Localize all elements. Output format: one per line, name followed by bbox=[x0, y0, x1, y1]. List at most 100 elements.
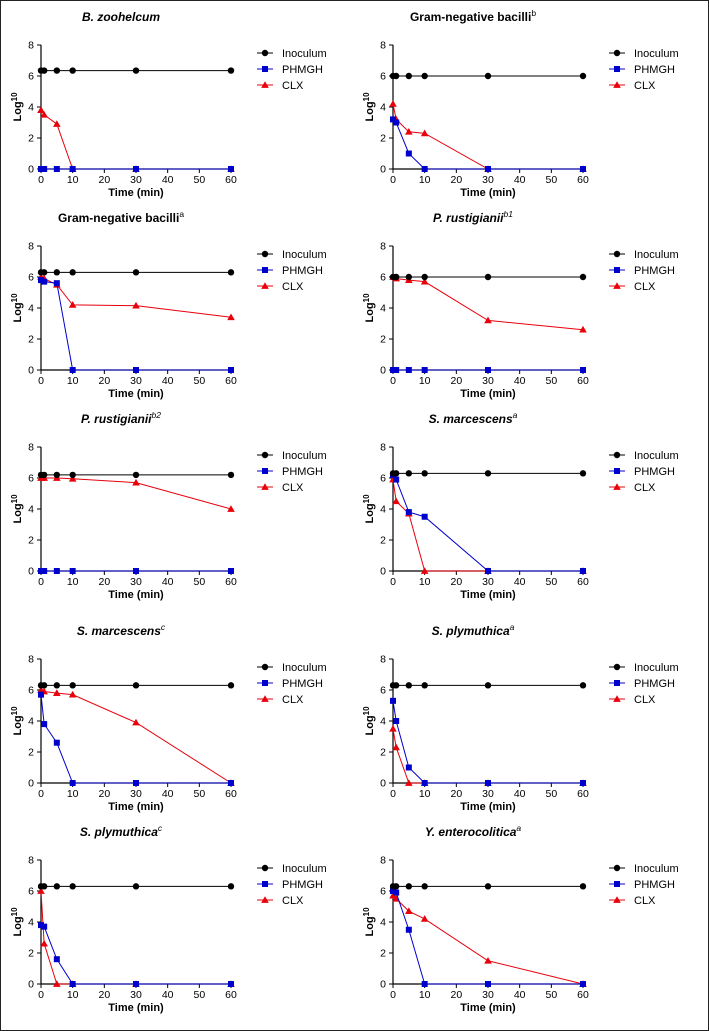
data-point-inoculum bbox=[132, 67, 140, 74]
data-point-phmgh bbox=[133, 780, 139, 786]
x-tick-label: 20 bbox=[98, 788, 110, 800]
data-point-phmgh bbox=[405, 367, 412, 373]
x-axis-label: Time (min) bbox=[108, 589, 164, 601]
data-point-phmgh bbox=[390, 116, 396, 123]
y-tick-label: 4 bbox=[28, 716, 34, 728]
x-tick-label: 10 bbox=[67, 576, 79, 588]
data-point-clx bbox=[405, 907, 413, 914]
y-tick-label: 6 bbox=[28, 272, 34, 284]
data-point-inoculum bbox=[579, 273, 587, 281]
y-tick-label: 0 bbox=[380, 778, 386, 790]
legend-marker-phmgh bbox=[614, 468, 620, 474]
x-tick-label: 10 bbox=[67, 788, 79, 800]
data-point-phmgh bbox=[228, 166, 234, 172]
data-point-inoculum bbox=[69, 682, 76, 689]
data-point-inoculum bbox=[405, 470, 413, 477]
y-tick-label: 2 bbox=[28, 334, 34, 346]
data-point-phmgh bbox=[390, 888, 396, 894]
data-point-inoculum bbox=[421, 883, 428, 890]
legend-marker-inoculum bbox=[261, 49, 269, 57]
legend-label-inoculum: Inoculum bbox=[634, 249, 679, 261]
data-point-phmgh bbox=[133, 981, 139, 987]
legend-marker-phmgh bbox=[614, 881, 620, 887]
data-point-clx bbox=[40, 939, 48, 947]
x-tick-label: 60 bbox=[225, 788, 237, 800]
data-point-inoculum bbox=[227, 67, 235, 74]
x-tick-label: 30 bbox=[482, 375, 494, 387]
y-tick-label: 4 bbox=[28, 303, 34, 315]
x-tick-label: 20 bbox=[98, 375, 110, 387]
data-point-inoculum bbox=[227, 471, 235, 479]
y-tick-label: 2 bbox=[380, 334, 386, 346]
y-tick-label: 8 bbox=[380, 241, 386, 253]
y-tick-label: 6 bbox=[380, 886, 386, 898]
legend-marker-inoculum bbox=[613, 49, 621, 57]
data-point-phmgh bbox=[421, 780, 428, 786]
legend-marker-inoculum bbox=[613, 451, 621, 459]
data-point-clx bbox=[484, 956, 492, 964]
data-point-inoculum bbox=[579, 470, 587, 477]
legend-label-inoculum: Inoculum bbox=[634, 48, 679, 60]
y-axis-label: Log10 bbox=[10, 706, 24, 736]
x-tick-label: 50 bbox=[193, 989, 205, 1001]
data-point-phmgh bbox=[38, 568, 44, 574]
chart-panel: P. rustigianiib1 0 2 4 6 8 0 10 20 30 40 50 60 Time (… bbox=[362, 209, 679, 400]
legend-label-clx: CLX bbox=[282, 482, 304, 494]
data-point-phmgh bbox=[41, 923, 48, 930]
x-tick-label: 30 bbox=[482, 788, 494, 800]
y-axis-label-text: Log bbox=[364, 916, 376, 936]
chart-title-superscript: a bbox=[516, 823, 521, 833]
data-point-inoculum bbox=[421, 470, 428, 477]
data-point-phmgh bbox=[69, 981, 76, 987]
legend-marker-phmgh bbox=[614, 66, 620, 72]
chart-title: S. plymuthicaa bbox=[432, 622, 515, 638]
y-tick-label: 0 bbox=[28, 164, 34, 176]
x-axis-label: Time (min) bbox=[108, 801, 164, 813]
series-line-phmgh bbox=[392, 474, 583, 572]
y-tick-label: 0 bbox=[380, 566, 386, 578]
legend-label-phmgh: PHMGH bbox=[634, 64, 675, 76]
x-tick-label: 0 bbox=[38, 788, 44, 800]
legend-label-inoculum: Inoculum bbox=[282, 48, 327, 60]
x-tick-label: 50 bbox=[545, 989, 557, 1001]
x-axis-label: Time (min) bbox=[460, 589, 516, 601]
x-tick-label: 40 bbox=[162, 788, 174, 800]
data-point-clx bbox=[37, 887, 45, 894]
x-tick-label: 20 bbox=[450, 989, 462, 1001]
y-axis-label: Log10 bbox=[10, 494, 24, 524]
chart-title: B. zoohelcum bbox=[82, 10, 160, 24]
data-point-inoculum bbox=[53, 471, 61, 479]
data-point-inoculum bbox=[421, 273, 428, 281]
chart-title: S. plymuthicac bbox=[80, 823, 163, 839]
y-axis-label-superscript: 10 bbox=[10, 92, 19, 101]
chart-title-superscript: c bbox=[161, 622, 166, 632]
legend-marker-clx bbox=[261, 483, 269, 490]
y-axis-label: Log10 bbox=[362, 494, 376, 524]
data-point-phmgh bbox=[41, 721, 48, 728]
data-point-phmgh bbox=[580, 367, 586, 373]
x-tick-label: 40 bbox=[162, 375, 174, 387]
legend-marker-clx bbox=[261, 896, 269, 903]
x-tick-label: 50 bbox=[193, 788, 205, 800]
y-tick-label: 6 bbox=[380, 71, 386, 83]
data-point-inoculum bbox=[53, 269, 61, 276]
legend-marker-inoculum bbox=[613, 663, 621, 671]
y-axis-label-text: Log bbox=[12, 101, 24, 121]
data-point-phmgh bbox=[228, 780, 234, 786]
legend-marker-inoculum bbox=[261, 451, 269, 459]
legend-marker-inoculum bbox=[261, 250, 269, 258]
legend-marker-clx bbox=[261, 282, 269, 289]
data-point-inoculum bbox=[53, 67, 61, 74]
data-point-phmgh bbox=[405, 764, 412, 771]
y-axis-label: Log10 bbox=[10, 907, 24, 937]
data-point-phmgh bbox=[133, 367, 139, 373]
series-line-phmgh bbox=[392, 119, 583, 170]
chart-title-text: P. rustigianii bbox=[81, 412, 152, 426]
x-tick-label: 30 bbox=[482, 989, 494, 1001]
x-tick-label: 10 bbox=[419, 788, 431, 800]
chart-title: Gram-negative bacillib bbox=[410, 8, 536, 24]
x-tick-label: 10 bbox=[419, 576, 431, 588]
x-tick-label: 50 bbox=[545, 576, 557, 588]
legend-label-phmgh: PHMGH bbox=[282, 64, 323, 76]
legend-marker-phmgh bbox=[262, 468, 268, 474]
